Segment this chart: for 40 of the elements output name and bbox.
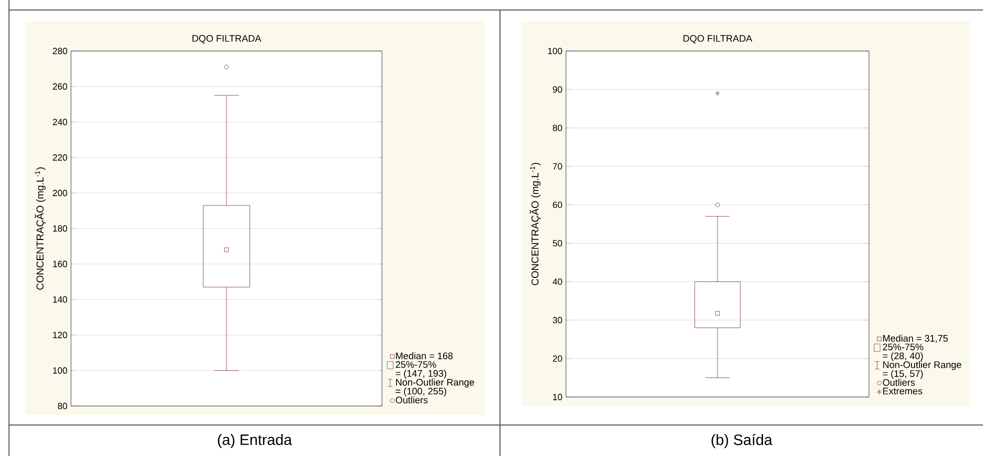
text: Median = 168: [396, 352, 453, 360]
y-tick-label: 100: [53, 367, 68, 374]
y-tick-label: 200: [52, 190, 68, 196]
y-axis-title: CONCENTRAÇÃO (mg.L$^{-1}$): [530, 162, 541, 286]
text: Outliers: [396, 396, 428, 404]
y-tick-label: 10: [553, 394, 562, 400]
chart-title: DQO FILTRADA: [192, 35, 262, 44]
text: = (100, 255): [396, 388, 446, 396]
y-tick-label: 50: [552, 240, 562, 246]
y-tick-label: 180: [53, 225, 68, 232]
y-axis-title: CONCENTRAÇÃO (mg.L$^{-1}$): [34, 167, 46, 290]
y-tick-label: 280: [52, 48, 68, 54]
y-tick-label: 40: [552, 278, 562, 285]
text: 25%-75%: [882, 344, 924, 350]
text: = (147, 193): [396, 370, 446, 379]
text: 25%-75%: [396, 361, 436, 368]
text: (a) Entrada: [218, 434, 292, 448]
y-tick-label: 80: [58, 402, 68, 410]
y-tick-label: 240: [52, 118, 68, 126]
text: (b) Saída: [712, 434, 772, 448]
y-tick-label: 260: [52, 83, 68, 90]
y-tick-label: 220: [52, 154, 68, 161]
text: = (28, 40): [882, 352, 923, 362]
y-tick-label: 100: [548, 48, 562, 54]
y-tick-label: 160: [53, 260, 68, 268]
text: = (15, 57): [882, 370, 923, 379]
text: Non-Outlier Range: [396, 378, 474, 388]
y-tick-label: 20: [552, 355, 562, 362]
y-tick-label: 70: [552, 163, 562, 170]
y-tick-label: 120: [53, 332, 68, 338]
y-tick-label: 60: [552, 202, 562, 208]
y-tick-label: 80: [552, 124, 562, 132]
text: Median = 31,75: [883, 334, 948, 343]
y-tick-label: 90: [552, 86, 562, 93]
text: Non-Outlier Range: [883, 361, 962, 370]
text: Outliers: [882, 378, 915, 386]
y-tick-label: 140: [53, 296, 68, 303]
chart-title: DQO FILTRADA: [684, 35, 752, 44]
legend-label: Extremes: [883, 388, 922, 394]
y-tick-label: 30: [552, 316, 562, 324]
